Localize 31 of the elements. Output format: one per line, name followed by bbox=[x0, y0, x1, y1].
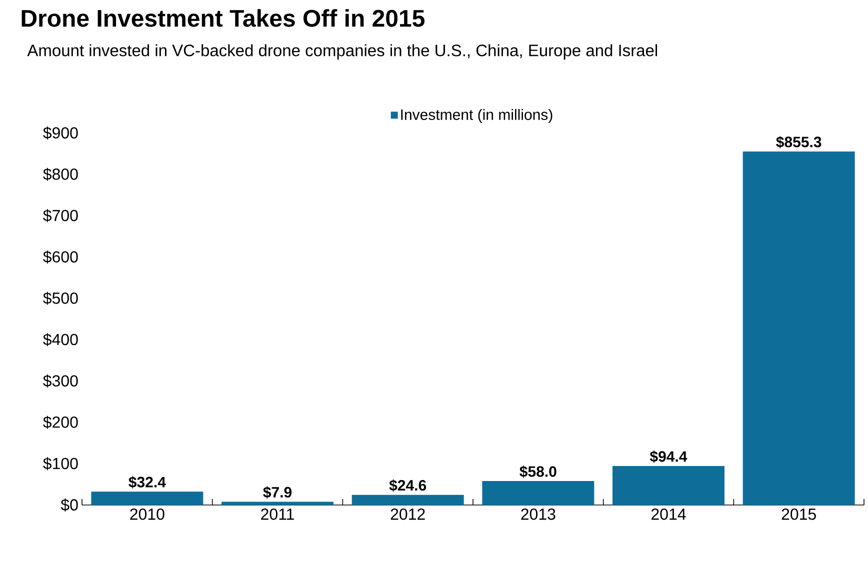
y-tick-label: $500 bbox=[43, 292, 78, 305]
data-label: $855.3 bbox=[776, 136, 822, 148]
y-tick-label: $800 bbox=[43, 168, 78, 181]
chart-subtitle: Amount invested in VC-backed drone companies in the U.S., China, Europe and Israel bbox=[27, 44, 657, 60]
x-tick-label: 2014 bbox=[652, 508, 686, 520]
x-tick-label: 2013 bbox=[521, 508, 556, 520]
legend-label: Investment (in millions) bbox=[401, 108, 552, 123]
y-tick-label: $700 bbox=[43, 209, 78, 222]
chart-title: Drone Investment Takes Off in 2015 bbox=[22, 9, 425, 27]
y-tick-label: $100 bbox=[43, 457, 78, 470]
data-label: $7.9 bbox=[263, 486, 292, 499]
x-tick-label: 2015 bbox=[782, 508, 816, 520]
x-tick-label: 2012 bbox=[390, 508, 425, 520]
bar bbox=[222, 502, 334, 505]
y-tick-label: $600 bbox=[43, 250, 78, 264]
y-tick-label: $400 bbox=[43, 333, 78, 346]
data-label: $32.4 bbox=[128, 476, 166, 488]
bar bbox=[742, 151, 855, 505]
y-tick-label: $200 bbox=[43, 416, 78, 429]
x-tick-label: 2011 bbox=[261, 508, 294, 520]
bar bbox=[612, 466, 724, 505]
data-label: $24.6 bbox=[389, 479, 426, 492]
bar bbox=[352, 494, 464, 505]
bar bbox=[91, 492, 204, 505]
bar bbox=[482, 481, 594, 505]
data-label: $58.0 bbox=[520, 466, 556, 478]
x-tick-label: 2010 bbox=[130, 508, 164, 520]
y-tick-label: $300 bbox=[43, 374, 78, 388]
y-tick-label: $900 bbox=[43, 126, 78, 140]
y-tick-label: $0 bbox=[60, 498, 78, 512]
data-label: $94.4 bbox=[650, 450, 688, 463]
